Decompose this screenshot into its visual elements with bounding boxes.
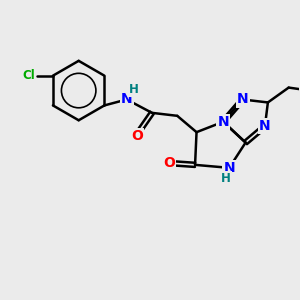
Text: H: H bbox=[129, 82, 139, 96]
Text: N: N bbox=[259, 119, 271, 133]
Text: Cl: Cl bbox=[22, 69, 35, 82]
Text: N: N bbox=[121, 92, 133, 106]
Text: N: N bbox=[237, 92, 248, 106]
Text: N: N bbox=[224, 161, 235, 175]
Text: O: O bbox=[131, 129, 143, 143]
Text: H: H bbox=[221, 172, 231, 185]
Text: O: O bbox=[163, 156, 175, 170]
Text: N: N bbox=[218, 115, 229, 129]
